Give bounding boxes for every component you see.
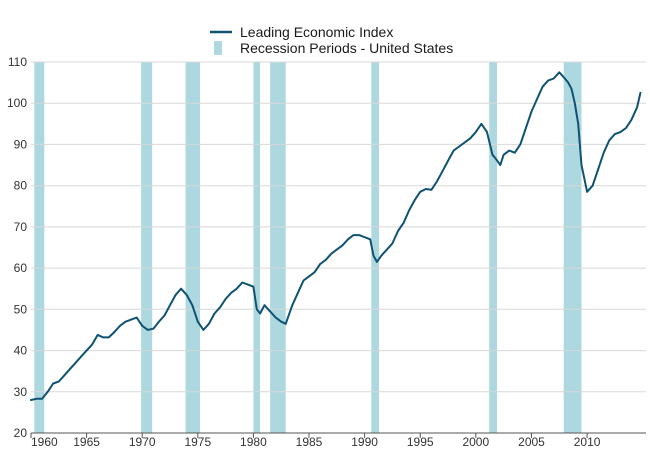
y-tick-label: 20	[14, 426, 28, 440]
y-tick-label: 40	[14, 344, 28, 358]
y-tick-label: 60	[14, 261, 28, 275]
series-layer	[30, 71, 642, 401]
x-tick-label: 2005	[518, 435, 545, 449]
recession-band	[34, 62, 45, 433]
legend-label-recession-periods: Recession Periods - United States	[240, 40, 453, 56]
legend: Leading Economic Index Recession Periods…	[210, 24, 453, 56]
x-tick-label: 1980	[240, 435, 267, 449]
recession-band	[489, 62, 497, 433]
recession-band	[141, 62, 153, 433]
x-tick-label: 1960	[31, 435, 58, 449]
legend-label-leading-economic-index: Leading Economic Index	[240, 24, 393, 40]
y-axis: 20 30 40 50 60 70 80 90 100 110	[7, 55, 27, 440]
recession-band	[253, 62, 261, 433]
y-tick-label: 30	[14, 385, 28, 399]
recession-band	[371, 62, 380, 433]
y-tick-label: 100	[7, 96, 27, 110]
x-tick-label: 1990	[351, 435, 378, 449]
x-tick-label: 1995	[407, 435, 434, 449]
x-tick-label: 1975	[184, 435, 211, 449]
recession-bands	[34, 62, 582, 433]
x-tick-label: 1965	[73, 435, 100, 449]
y-tick-label: 110	[8, 55, 27, 69]
recession-band	[270, 62, 286, 433]
y-tick-label: 70	[14, 220, 28, 234]
y-tick-label: 80	[14, 179, 28, 193]
y-tick-label: 90	[14, 137, 28, 151]
y-tick-label: 50	[14, 302, 28, 316]
recession-band	[185, 62, 201, 433]
series-line-leading-economic-index	[30, 71, 642, 401]
x-tick-label: 1985	[296, 435, 323, 449]
x-tick-label: 1970	[129, 435, 156, 449]
x-tick-label: 2010	[574, 435, 601, 449]
x-tick-label: 2000	[462, 435, 489, 449]
legend-recession-swatch	[214, 41, 222, 55]
recession-band	[563, 62, 582, 433]
x-axis: 1960 1965 1970 1975 1980 1985 1990 1995 2000 2005…	[30, 432, 646, 449]
